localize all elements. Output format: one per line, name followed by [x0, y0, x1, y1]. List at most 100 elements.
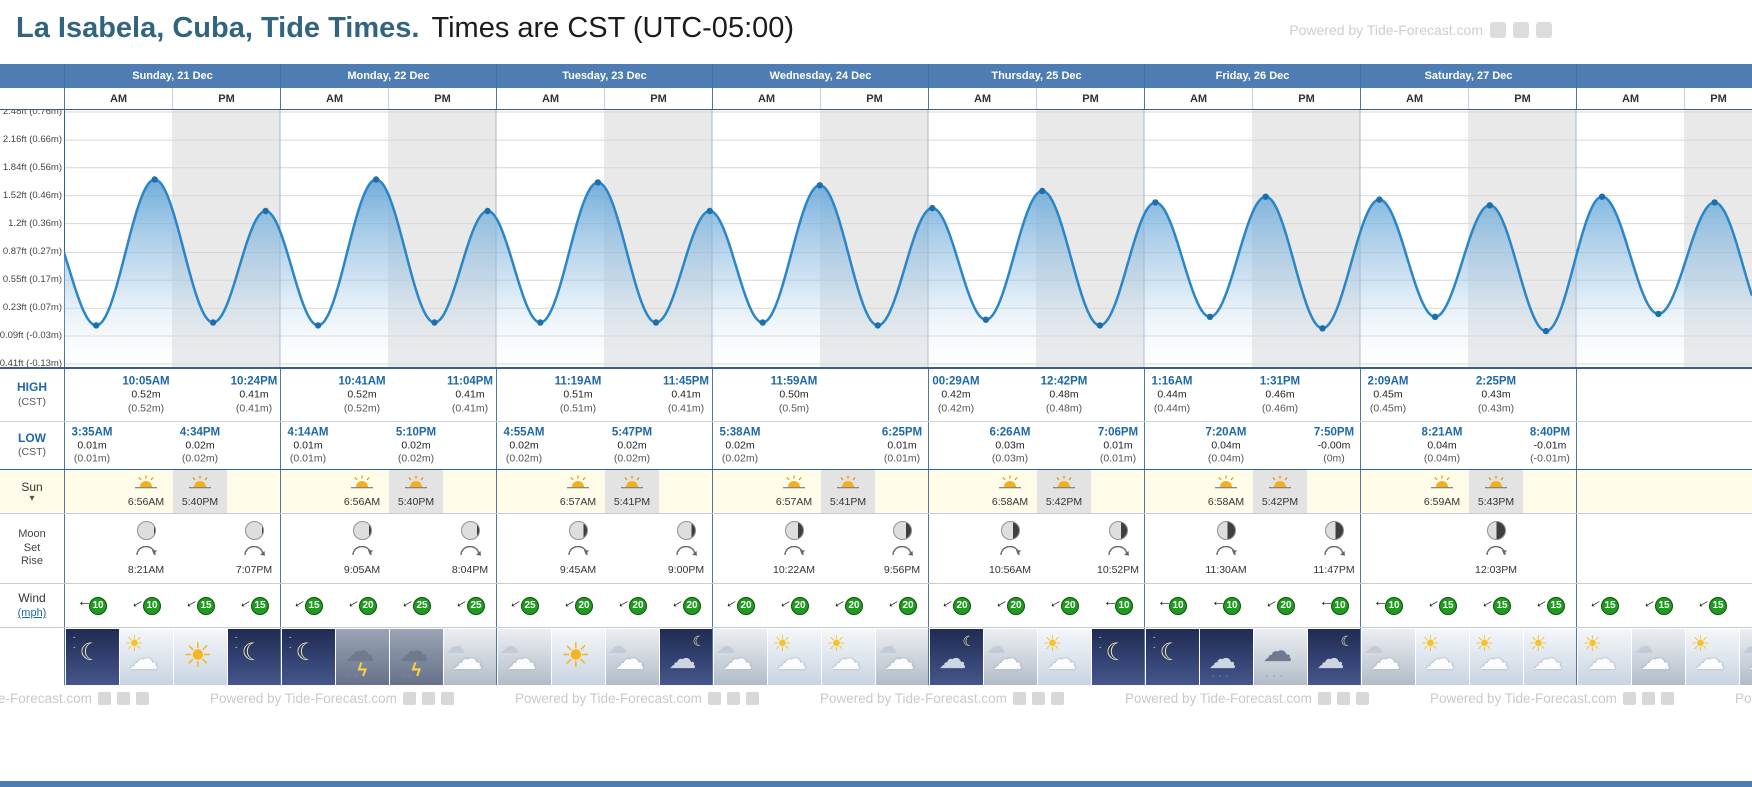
- day-header-cell: [1576, 64, 1752, 88]
- low-tide-height: -0.00m: [1317, 439, 1351, 452]
- weather-glyph: ☾: [79, 639, 102, 666]
- low-tide-height-alt: (0.02m): [505, 452, 543, 465]
- weather-icon-rain: ☁ ∙∙∙: [1253, 629, 1307, 685]
- tide-extreme-dot: [1598, 193, 1606, 200]
- weather-glyph: · ·: [234, 632, 251, 653]
- low-tide-time: 6:25PM: [881, 426, 923, 439]
- moon-day-cell: 12:03PM: [1360, 514, 1576, 583]
- moonrise-arc-icon: [1107, 543, 1129, 561]
- sun-row-toggle[interactable]: ▾: [29, 493, 35, 505]
- weather-glyph: ∙∙: [347, 670, 362, 682]
- high-tide-day-cell: 1:16AM 0.44m (0.44m) 1:31PM 0.46m (0.46m): [1144, 369, 1360, 421]
- weather-glyph: ☁: [1640, 643, 1671, 676]
- social-badge-icon: [1317, 692, 1331, 705]
- ampm-cell-am: AM: [496, 88, 604, 109]
- watermark-text: Powered by Tide-Forecast.com: [1125, 691, 1312, 706]
- weather-glyph: ☾: [692, 633, 706, 649]
- moon-phase-icon: [1108, 521, 1128, 540]
- social-badge-icon: [1050, 692, 1064, 705]
- weather-icon-night-cloudy: ☾ ☁: [929, 629, 983, 685]
- low-tide-entry: 7:20AM 0.04m (0.04m): [1199, 425, 1253, 466]
- moonrise-arc-icon: [243, 543, 265, 561]
- weather-icon-day-partly: ☀ ☁: [1685, 629, 1739, 685]
- wind-day-cell: → 20 → 20 → 20 → 10: [928, 584, 1144, 627]
- high-tide-entry: 10:24PM 0.41m (0.41m): [227, 375, 281, 416]
- sunrise-time: 6:59AM: [1423, 496, 1461, 508]
- sunrise-time: 6:57AM: [775, 496, 813, 508]
- weather-day-cell: · · ☾ ☁ ∙∙∙ ☁ ∙∙∙ ☾ ☁: [1144, 628, 1361, 685]
- weather-glyph: ∙∙∙: [1211, 670, 1233, 682]
- high-tide-height-alt: (0.41m): [451, 402, 489, 415]
- sunrise-time: 6:56AM: [343, 496, 381, 508]
- moon-phase-icon: [784, 521, 804, 540]
- high-tide-day-cell: 10:41AM 0.52m (0.52m) 11:04PM 0.41m (0.41m): [280, 369, 496, 421]
- low-tide-day-cell: 6:26AM 0.03m (0.03m) 7:06PM 0.01m (0.01m): [928, 422, 1144, 469]
- tide-extreme-dot: [874, 322, 881, 329]
- high-tide-day-cell: 10:05AM 0.52m (0.52m) 10:24PM 0.41m (0.41m): [64, 369, 280, 421]
- weather-glyph: · ·: [288, 632, 305, 653]
- wind-entry: → 20: [875, 584, 929, 627]
- high-tide-time: 11:04PM: [446, 375, 494, 388]
- weather-icon-day-partly: ☀ ☁: [1469, 629, 1523, 685]
- tide-extreme-dot: [314, 322, 322, 329]
- low-tide-height: 0.01m: [293, 439, 323, 452]
- ampm-cell-pm: PM: [1036, 88, 1144, 109]
- wind-entry: → 20: [713, 584, 767, 627]
- moonset-entry: 12:03PM: [1469, 521, 1523, 576]
- top-watermark: Powered by Tide-Forecast.com: [1289, 22, 1552, 38]
- weather-icon-night-clear: · · ☾: [1145, 629, 1199, 685]
- tide-extreme-dot: [209, 319, 217, 326]
- high-tide-entry: 1:31PM 0.46m (0.46m): [1253, 375, 1307, 416]
- sunset-icon: [188, 475, 212, 494]
- low-tide-time: 4:55AM: [503, 426, 545, 439]
- day-header-cell: Wednesday, 24 Dec: [712, 64, 928, 88]
- wind-unit-link[interactable]: (mph): [17, 607, 47, 620]
- weather-glyph: ☁: [1478, 643, 1509, 676]
- low-tide-entry: 6:26AM 0.03m (0.03m): [983, 425, 1037, 466]
- high-tide-height: 0.52m: [347, 389, 377, 402]
- sunrise-icon: [1430, 475, 1454, 494]
- wind-day-cell: → 10 → 15 → 15 → 15: [1360, 584, 1576, 627]
- tide-extreme-dot: [759, 319, 766, 326]
- weather-glyph: ☁: [344, 635, 375, 668]
- sunrise-icon: [1214, 475, 1238, 494]
- tide-extreme-dot: [151, 176, 158, 183]
- low-tide-entry: 7:06PM 0.01m (0.01m): [1091, 425, 1145, 466]
- day-header-cell: Sunday, 21 Dec: [64, 64, 280, 88]
- moonset-entry: 10:56AM: [983, 521, 1037, 576]
- wind-speed-badge: 20: [1277, 596, 1295, 615]
- moon-day-cell: 8:21AM 7:07PM: [64, 514, 280, 583]
- weather-glyph: ☁: [1424, 643, 1455, 676]
- low-tide-height-alt: (0.01m): [73, 452, 111, 465]
- wind-speed-badge: 25: [521, 596, 539, 615]
- moon-day-cell: [1576, 514, 1752, 583]
- wind-speed-badge: 20: [359, 596, 377, 615]
- watermark-item: Powered by Tide-Forecast.com: [820, 691, 1064, 706]
- wind-entry: → 10: [1199, 584, 1253, 627]
- y-axis-label: 0.23ft (0.07m): [2, 302, 62, 313]
- sunrise-entry: 6:58AM: [983, 470, 1037, 513]
- sunrise-icon: [782, 475, 806, 494]
- weather-glyph: ☁: [452, 643, 483, 676]
- low-tide-day-cell: 4:55AM 0.02m (0.02m) 5:47PM 0.02m (0.02m): [496, 422, 712, 469]
- weather-icon-storm: ☁ ϟ ∙∙: [389, 629, 443, 685]
- low-tide-entry: 8:21AM 0.04m (0.04m): [1415, 425, 1469, 466]
- social-badge-icon: [1012, 692, 1026, 705]
- high-tide-entry: 11:19AM 0.51m (0.51m): [551, 375, 605, 416]
- wind-day-cell: → 15 → 15 → 15: [1576, 584, 1752, 627]
- sunset-entry: 5:43PM: [1469, 470, 1523, 513]
- ampm-cell-pm: PM: [820, 88, 928, 109]
- high-tide-height-alt: (0.41m): [235, 402, 273, 415]
- low-tide-height: 0.02m: [509, 439, 539, 452]
- wind-speed-badge: 10: [1115, 596, 1133, 615]
- y-axis-label: 1.2ft (0.36m): [8, 218, 62, 229]
- moonrise-arc-icon: [675, 543, 697, 561]
- low-tide-height-alt: (0.02m): [397, 452, 435, 465]
- low-tide-height: 0.01m: [77, 439, 107, 452]
- low-tide-height-alt: (0.01m): [1099, 452, 1137, 465]
- wind-speed-badge: 20: [575, 596, 593, 615]
- sunrise-entry: 6:59AM: [1415, 470, 1469, 513]
- weather-glyph: ☁: [614, 643, 645, 676]
- low-tide-day-cell: 8:21AM 0.04m (0.04m) 8:40PM -0.01m (-0.01m): [1360, 422, 1576, 469]
